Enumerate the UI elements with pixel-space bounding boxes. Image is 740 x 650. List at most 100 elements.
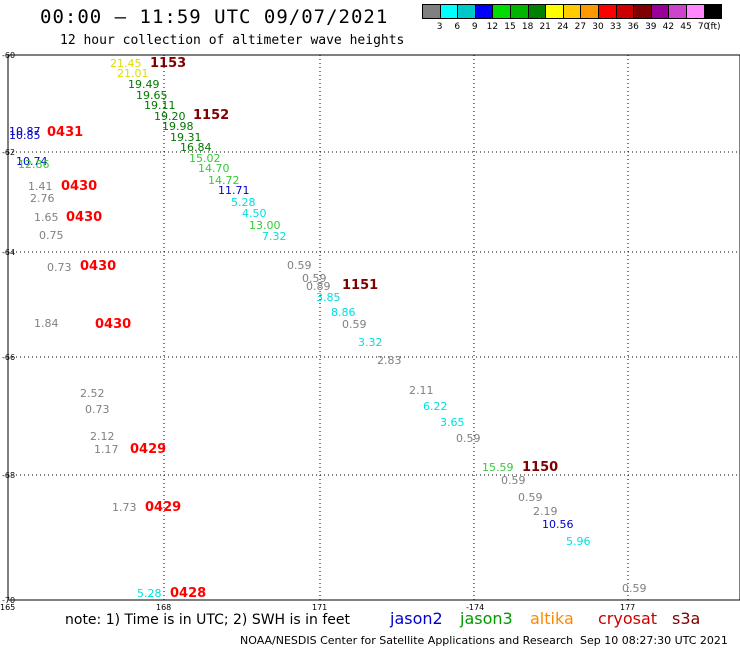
wave-height-value: 19.20: [154, 110, 186, 123]
wave-height-value: 16.84: [180, 141, 212, 154]
wave-height-value: 0.59: [456, 432, 481, 445]
legend-unit: (ft): [707, 22, 721, 32]
wave-height-value: 11.71: [218, 184, 250, 197]
satellite-name: cryosat: [598, 609, 658, 628]
satellite-name: s3a: [672, 609, 701, 628]
pass-time-label: 0429: [145, 500, 182, 515]
pass-time-label: 0431: [47, 125, 84, 140]
wave-height-value: 10.87: [9, 125, 41, 138]
wave-height-value: 13.00: [249, 219, 281, 232]
legend-label: 39: [645, 22, 657, 32]
wave-height-value: 0.73: [85, 403, 110, 416]
legend-label: 21: [539, 22, 551, 32]
legend-label: 45: [680, 22, 692, 32]
wave-height-value: 2.12: [90, 430, 115, 443]
legend-label: 9: [471, 22, 478, 32]
pass-time-label: 1152: [193, 108, 230, 123]
wave-height-value: 5.96: [566, 535, 591, 548]
wave-height-value: 0.89: [306, 280, 331, 293]
wave-height-value: 14.70: [198, 162, 230, 175]
satellite-name: jason2: [390, 609, 443, 628]
wave-height-value: 1.73: [112, 501, 137, 514]
wave-height-value: 0.59: [622, 582, 647, 595]
lat-lon-grid: [8, 55, 740, 600]
map-frame: [7, 54, 740, 601]
legend-swatch: [703, 4, 723, 19]
wave-height-value: 19.11: [144, 99, 176, 112]
latitude-label: -60: [2, 51, 16, 60]
latitude-label: -66: [2, 353, 16, 362]
page-title: 00:00 – 11:59 UTC 09/07/2021: [40, 6, 389, 28]
legend-label: 3: [436, 22, 443, 32]
wave-height-value: 5.28: [231, 196, 256, 209]
pass-time-label: 0430: [66, 210, 103, 225]
wave-height-value: 3.32: [358, 336, 383, 349]
wave-height-value: 3.85: [316, 291, 341, 304]
latitude-label: -70: [2, 596, 16, 605]
longitude-label: 168: [156, 603, 172, 612]
legend-label: 42: [662, 22, 675, 32]
legend-label: 24: [557, 22, 569, 32]
wave-height-value: 15.59: [482, 461, 514, 474]
latitude-label: -62: [2, 148, 16, 157]
wave-height-value: 2.52: [80, 387, 105, 400]
legend-label: 36: [627, 22, 639, 32]
page-subtitle: 12 hour collection of altimeter wave hei…: [60, 33, 405, 48]
pass-time-label: 0429: [130, 442, 167, 457]
latitude-label: -64: [2, 248, 16, 257]
pass-time-label: 1153: [150, 56, 187, 71]
wave-height-value: 0.59: [287, 259, 312, 272]
wave-height-value: 3.65: [440, 416, 465, 429]
latitude-label: -68: [2, 471, 16, 480]
legend-label: 30: [592, 22, 604, 32]
satellite-name: altika: [530, 609, 574, 628]
wave-height-value: 6.22: [423, 400, 448, 413]
wave-height-value: 0.59: [501, 474, 526, 487]
pass-time-label: 1150: [522, 460, 559, 475]
pass-time-label: 0430: [80, 259, 117, 274]
wave-height-value: 0.73: [47, 261, 72, 274]
wave-height-value: 19.65: [136, 89, 168, 102]
legend-label: 15: [504, 22, 516, 32]
wave-height-value: 0.59: [342, 318, 367, 331]
wave-height-value: 2.76: [30, 192, 55, 205]
pass-time-label: 0428: [170, 586, 207, 601]
wave-height-value: 19.49: [128, 78, 160, 91]
wave-height-value: 1.84: [34, 317, 59, 330]
legend-label: 33: [609, 22, 622, 32]
satellite-name: jason3: [460, 609, 513, 628]
wave-height-value: 8.86: [331, 306, 356, 319]
wave-height-value: 2.19: [533, 505, 558, 518]
legend-label: 27: [574, 22, 587, 32]
pass-time-label: 1151: [342, 278, 379, 293]
wave-height-value: 0.75: [39, 229, 64, 242]
legend-label: 6: [454, 22, 461, 32]
wave-height-value: 19.98: [162, 120, 194, 133]
wave-height-value: 21.01: [117, 67, 149, 80]
pass-time-label: 0430: [61, 179, 98, 194]
wave-height-value: 15.02: [189, 152, 221, 165]
longitude-label: 177: [620, 603, 636, 612]
wave-height-value: 5.28: [137, 587, 162, 600]
wave-height-value: 4.50: [242, 207, 267, 220]
legend-label: 12: [486, 22, 499, 32]
legend-label: 18: [521, 22, 534, 32]
wave-height-value: 0.59: [302, 272, 327, 285]
units-note: note: 1) Time is in UTC; 2) SWH is in fe…: [65, 612, 351, 628]
wave-height-value: 7.32: [262, 230, 287, 243]
wave-height-value: 10.85: [9, 129, 41, 142]
credit-line: NOAA/NESDIS Center for Satellite Applica…: [240, 634, 574, 647]
longitude-label: 165: [0, 603, 16, 612]
wave-height-value: 0.59: [518, 491, 543, 504]
wave-height-value: 10.74: [16, 155, 48, 168]
wave-height-value: 10.56: [542, 518, 574, 531]
wave-height-value: 19.31: [170, 131, 202, 144]
generated-timestamp: Sep 10 08:27:30 UTC 2021: [580, 634, 728, 647]
pass-time-label: 0430: [95, 317, 132, 332]
legend-label: 70: [697, 22, 710, 32]
longitude-label: -174: [466, 603, 485, 612]
wave-height-value: 14.72: [208, 174, 240, 187]
wave-height-value: 12.86: [18, 158, 50, 171]
wave-height-value: 1.17: [94, 443, 119, 456]
wave-height-value: 2.11: [409, 384, 434, 397]
